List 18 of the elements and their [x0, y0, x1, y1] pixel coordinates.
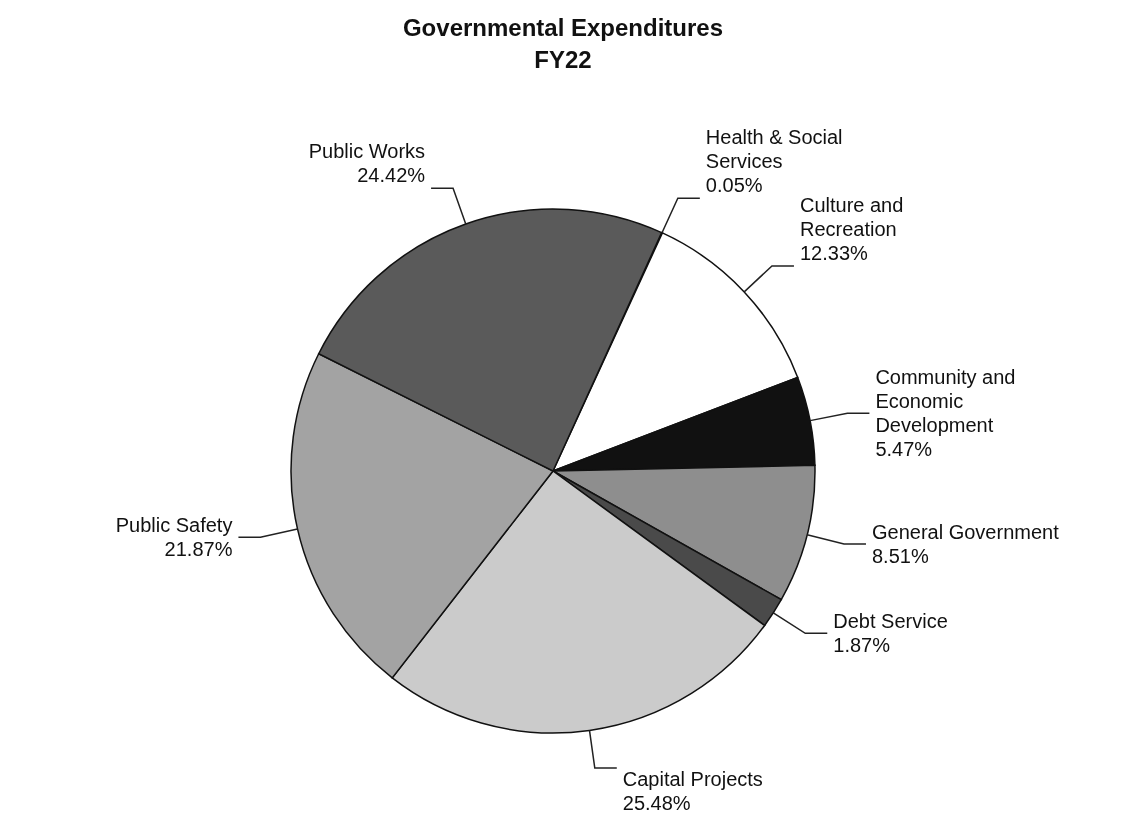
data-label: 21.87% — [164, 538, 233, 561]
data-label: 8.51% — [871, 544, 929, 567]
chart-title: Governmental Expenditures — [401, 13, 725, 43]
data-label: 12.33% — [799, 241, 868, 264]
slice-label: Public Works — [308, 140, 426, 163]
slice-label: Capital Projects — [622, 768, 763, 791]
data-label: 25.48% — [622, 792, 691, 815]
data-label: 0.05% — [705, 174, 763, 197]
slice-label: Debt Service — [833, 610, 948, 633]
chart-subtitle: FY22 — [533, 45, 593, 75]
data-label: 5.47% — [875, 438, 933, 461]
slice-label: Community and Economic Development — [875, 366, 1016, 437]
data-label: 24.42% — [357, 164, 426, 187]
slice-label: General Government — [871, 520, 1060, 543]
slice-label: Public Safety — [115, 514, 233, 537]
slice-label: Culture and Recreation — [799, 193, 904, 240]
slice-label: Health & Social Services — [705, 126, 843, 173]
data-label: 1.87% — [833, 634, 891, 657]
